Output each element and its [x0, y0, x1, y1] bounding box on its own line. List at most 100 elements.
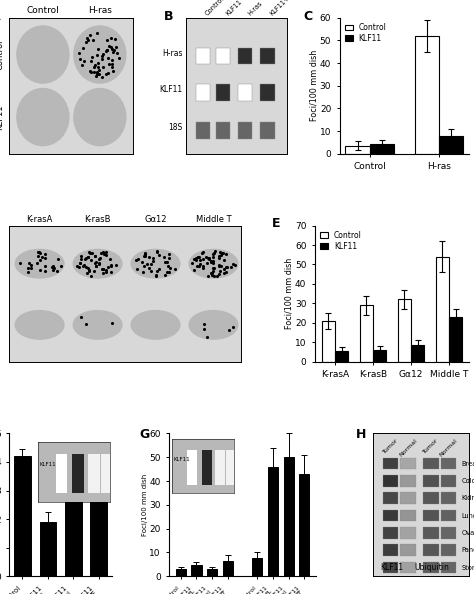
- FancyBboxPatch shape: [423, 457, 438, 469]
- FancyBboxPatch shape: [383, 510, 398, 522]
- Point: [109, 45, 116, 54]
- Text: Pancreas: Pancreas: [462, 547, 474, 553]
- Point: [222, 249, 229, 259]
- Circle shape: [73, 249, 122, 278]
- FancyBboxPatch shape: [400, 561, 416, 573]
- Point: [88, 256, 95, 266]
- Text: B: B: [164, 10, 174, 23]
- Point: [80, 43, 87, 53]
- Point: [91, 251, 99, 260]
- Point: [108, 59, 116, 69]
- Point: [109, 47, 117, 56]
- Point: [87, 56, 95, 65]
- FancyBboxPatch shape: [196, 84, 210, 101]
- Point: [78, 251, 85, 260]
- Bar: [91, 453, 107, 576]
- FancyBboxPatch shape: [261, 84, 274, 101]
- Point: [99, 49, 107, 59]
- Bar: [439, 135, 464, 154]
- Point: [210, 263, 218, 273]
- Point: [25, 263, 32, 273]
- Point: [36, 255, 44, 265]
- Point: [97, 248, 105, 258]
- Text: Breast: Breast: [462, 460, 474, 466]
- FancyBboxPatch shape: [238, 48, 253, 64]
- Point: [218, 261, 225, 271]
- Point: [195, 252, 202, 262]
- Point: [112, 42, 119, 51]
- Point: [41, 266, 49, 276]
- Point: [202, 252, 210, 262]
- Point: [104, 68, 112, 78]
- Point: [87, 67, 94, 76]
- Point: [91, 61, 99, 70]
- Text: H-ras: H-ras: [88, 6, 112, 15]
- Circle shape: [189, 311, 238, 339]
- Point: [109, 66, 117, 75]
- Point: [77, 255, 85, 264]
- Point: [160, 252, 168, 261]
- Point: [147, 266, 155, 276]
- FancyBboxPatch shape: [400, 475, 416, 486]
- Point: [114, 48, 121, 58]
- Point: [152, 271, 160, 281]
- FancyBboxPatch shape: [400, 544, 416, 556]
- Point: [161, 257, 168, 267]
- Circle shape: [17, 26, 69, 83]
- Point: [141, 249, 148, 259]
- Text: KLF11: KLF11: [224, 0, 243, 17]
- Point: [147, 259, 155, 268]
- Text: KLF11: KLF11: [0, 105, 5, 130]
- Point: [92, 261, 100, 270]
- Point: [42, 253, 49, 263]
- FancyBboxPatch shape: [440, 492, 456, 504]
- Point: [96, 253, 104, 263]
- Point: [208, 270, 216, 280]
- Point: [193, 261, 201, 271]
- FancyBboxPatch shape: [383, 544, 398, 556]
- Bar: [176, 569, 186, 576]
- Point: [140, 261, 148, 271]
- Point: [82, 262, 90, 271]
- Point: [90, 62, 98, 72]
- Point: [108, 261, 115, 270]
- Point: [138, 258, 146, 267]
- Point: [76, 54, 83, 64]
- Point: [218, 251, 225, 260]
- Point: [200, 248, 207, 257]
- Point: [82, 254, 89, 264]
- Point: [165, 249, 173, 259]
- Point: [149, 256, 157, 266]
- Point: [102, 266, 110, 275]
- Point: [99, 54, 106, 64]
- Bar: [207, 569, 217, 576]
- Point: [220, 256, 228, 266]
- Point: [165, 267, 173, 277]
- Point: [208, 256, 215, 266]
- Point: [104, 45, 111, 55]
- Point: [154, 267, 161, 276]
- FancyBboxPatch shape: [440, 457, 456, 469]
- Point: [91, 258, 98, 267]
- FancyBboxPatch shape: [440, 510, 456, 522]
- Text: Control: Control: [0, 39, 5, 69]
- Point: [210, 248, 218, 258]
- FancyBboxPatch shape: [196, 48, 210, 64]
- Point: [135, 254, 142, 264]
- Point: [105, 262, 112, 271]
- Point: [24, 267, 31, 277]
- Point: [110, 45, 118, 55]
- Point: [99, 248, 107, 257]
- Text: Middle T: Middle T: [196, 215, 231, 225]
- Point: [208, 257, 215, 267]
- Point: [192, 255, 200, 264]
- Point: [90, 67, 98, 77]
- Text: Normal: Normal: [438, 438, 458, 457]
- Bar: [322, 321, 335, 362]
- Point: [104, 53, 112, 63]
- FancyBboxPatch shape: [440, 527, 456, 539]
- Point: [94, 59, 102, 68]
- Point: [36, 247, 43, 256]
- Point: [210, 264, 217, 273]
- Bar: [411, 345, 424, 362]
